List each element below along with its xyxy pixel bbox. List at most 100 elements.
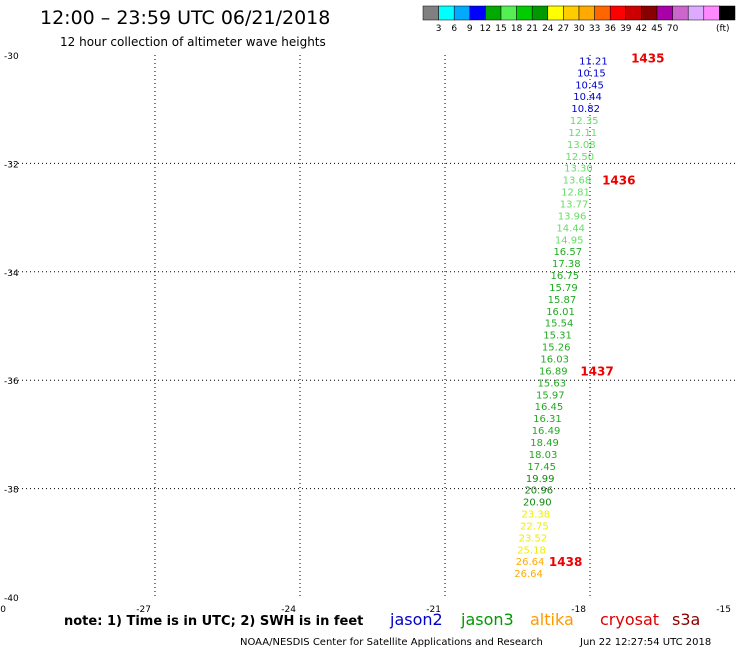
wave-height-label: 23.38 bbox=[522, 510, 551, 521]
wave-height-label: 10.44 bbox=[573, 92, 602, 103]
legend-label: 45 bbox=[651, 24, 662, 34]
timestamp-text: Jun 22 12:27:54 UTC 2018 bbox=[579, 637, 711, 648]
wave-height-label: 22.75 bbox=[520, 521, 549, 532]
wave-height-label: 17.45 bbox=[527, 462, 556, 473]
wave-height-label: 10.82 bbox=[571, 104, 600, 115]
wave-height-label: 10.15 bbox=[577, 68, 606, 79]
wave-height-label: 16.89 bbox=[539, 366, 568, 377]
legend-swatch bbox=[422, 5, 439, 21]
legend-swatch bbox=[547, 5, 564, 21]
satellite-s3a: s3a bbox=[672, 610, 700, 629]
wave-height-label: 13.30 bbox=[564, 164, 593, 175]
legend-label: 24 bbox=[542, 24, 554, 34]
x-tick-label: -21 bbox=[426, 605, 441, 615]
legend-label: 18 bbox=[511, 24, 523, 34]
wave-height-label: 16.49 bbox=[532, 426, 561, 437]
x-tick-label: -30 bbox=[0, 605, 6, 615]
time-label: 1435 bbox=[631, 52, 664, 66]
legend-swatch bbox=[656, 5, 673, 21]
lat-lon-grid bbox=[10, 55, 735, 597]
legend-label: 9 bbox=[467, 24, 473, 34]
legend-swatch bbox=[703, 5, 720, 21]
legend-swatch bbox=[625, 5, 642, 21]
wave-height-label: 13.96 bbox=[558, 211, 587, 222]
wave-height-label: 18.49 bbox=[530, 438, 559, 449]
wave-height-label: 15.79 bbox=[549, 283, 578, 294]
axis-ticks: -30-32-34-36-38-40-30-27-24-21-18-15 bbox=[0, 52, 731, 615]
wave-height-label: 18.03 bbox=[529, 450, 558, 461]
legend-label: 70 bbox=[667, 24, 679, 34]
chart-subtitle: 12 hour collection of altimeter wave hei… bbox=[60, 35, 326, 49]
x-tick-label: -18 bbox=[571, 605, 586, 615]
wave-height-label: 11.21 bbox=[579, 56, 608, 67]
wave-height-label: 26.64 bbox=[516, 557, 545, 568]
legend-swatch bbox=[453, 5, 471, 21]
legend-swatch bbox=[578, 5, 595, 21]
wave-height-values: 11.2110.1510.4510.4410.8212.3512.1113.08… bbox=[514, 56, 607, 580]
y-tick-label: -36 bbox=[4, 377, 19, 387]
wave-height-label: 16.01 bbox=[546, 307, 575, 318]
y-tick-label: -32 bbox=[4, 160, 19, 170]
legend-unit: (ft) bbox=[716, 24, 730, 34]
legend-label: 36 bbox=[604, 24, 616, 34]
legend-swatch bbox=[531, 5, 549, 21]
wave-height-label: 25.18 bbox=[517, 545, 546, 556]
legend-label: 3 bbox=[436, 24, 442, 34]
satellite-cryosat: cryosat bbox=[600, 610, 659, 629]
wave-height-label: 12.11 bbox=[568, 128, 597, 139]
wave-height-label: 16.57 bbox=[553, 247, 582, 258]
satellite-legend: jason2 jason3 altika cryosat s3a bbox=[389, 610, 700, 629]
wave-height-label: 23.52 bbox=[519, 533, 548, 544]
wave-height-label: 16.75 bbox=[551, 271, 580, 282]
legend-label: 6 bbox=[451, 24, 457, 34]
wave-height-label: 13.08 bbox=[567, 140, 596, 151]
wave-height-label: 20.96 bbox=[524, 486, 553, 497]
wave-height-label: 14.44 bbox=[556, 223, 585, 234]
wave-height-label: 20.90 bbox=[523, 498, 552, 509]
wave-height-label: 19.99 bbox=[526, 474, 555, 485]
legend-swatch bbox=[609, 5, 627, 21]
x-tick-label: -24 bbox=[281, 605, 296, 615]
legend-swatch bbox=[672, 5, 689, 21]
y-tick-label: -34 bbox=[4, 269, 19, 279]
legend-swatch bbox=[594, 5, 611, 21]
legend-swatch bbox=[485, 5, 502, 21]
wave-height-label: 15.97 bbox=[536, 390, 565, 401]
chart-title: 12:00 – 23:59 UTC 06/21/2018 bbox=[40, 7, 330, 29]
legend-swatch bbox=[687, 5, 705, 21]
wave-height-label: 17.38 bbox=[552, 259, 581, 270]
legend-label: 30 bbox=[573, 24, 585, 34]
legend-label: 15 bbox=[495, 24, 506, 34]
time-label: 1437 bbox=[580, 364, 613, 378]
wave-height-label: 16.03 bbox=[540, 355, 569, 366]
legend-swatch bbox=[438, 5, 455, 21]
legend-swatch bbox=[719, 5, 736, 21]
y-tick-label: -30 bbox=[4, 52, 19, 62]
wave-height-label: 14.95 bbox=[555, 235, 584, 246]
wave-height-label: 12.50 bbox=[566, 152, 595, 163]
legend-label: 39 bbox=[620, 24, 632, 34]
satellite-jason2: jason2 bbox=[389, 610, 443, 629]
wave-height-label: 15.63 bbox=[537, 378, 566, 389]
wave-height-label: 16.31 bbox=[533, 414, 562, 425]
satellite-altika: altika bbox=[530, 610, 574, 629]
footer-note: note: 1) Time is in UTC; 2) SWH is in fe… bbox=[64, 614, 363, 629]
wave-height-label: 12.81 bbox=[561, 188, 590, 199]
legend-swatch bbox=[563, 5, 580, 21]
y-tick-label: -40 bbox=[4, 594, 19, 604]
legend-swatch bbox=[469, 5, 486, 21]
wave-height-label: 26.64 bbox=[514, 569, 543, 580]
legend-swatch bbox=[641, 5, 658, 21]
wave-height-label: 15.54 bbox=[545, 319, 574, 330]
time-label: 1436 bbox=[602, 174, 635, 188]
legend-label: 21 bbox=[526, 24, 537, 34]
legend-label: 12 bbox=[480, 24, 491, 34]
legend-label: 33 bbox=[589, 24, 600, 34]
wave-height-label: 15.31 bbox=[543, 331, 572, 342]
legend-swatch bbox=[516, 5, 533, 21]
legend-swatch bbox=[500, 5, 517, 21]
x-tick-label: -27 bbox=[136, 605, 151, 615]
wave-height-label: 12.35 bbox=[570, 116, 599, 127]
x-tick-label: -15 bbox=[716, 605, 731, 615]
